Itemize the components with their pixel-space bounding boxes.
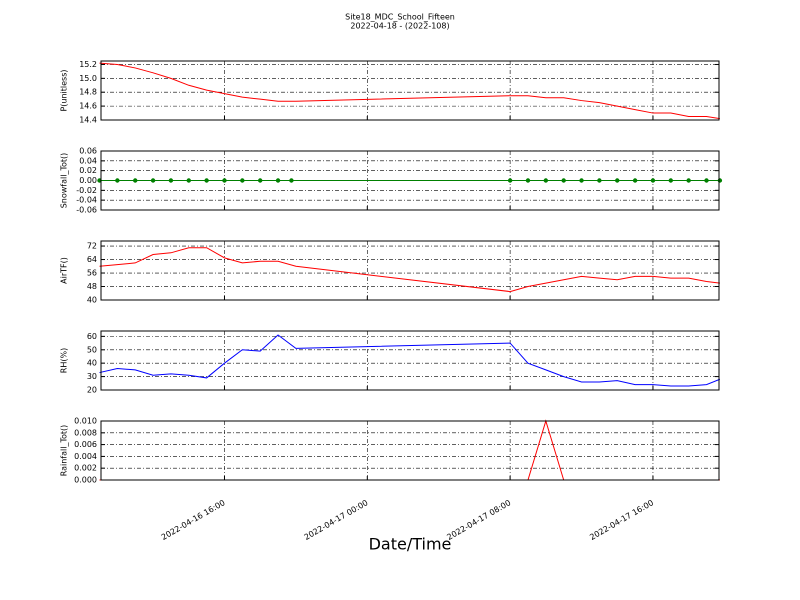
y-tick-label: -0.04 xyxy=(76,196,97,205)
data-point xyxy=(543,178,549,183)
data-point xyxy=(597,178,602,183)
data-point xyxy=(150,178,156,183)
y-tick-label: 20 xyxy=(87,386,97,395)
y-tick-label: 0.02 xyxy=(79,166,97,175)
data-point xyxy=(717,178,723,183)
plot-frame xyxy=(100,240,720,301)
data-point xyxy=(222,178,227,183)
y-tick-label: 72 xyxy=(87,242,97,251)
plot-frame xyxy=(100,150,720,211)
chart-title: Site18_MDC_School_Fifteen xyxy=(345,13,455,22)
data-point xyxy=(632,178,638,183)
data-point xyxy=(133,178,138,183)
y-tick-label: 50 xyxy=(87,345,97,354)
data-point xyxy=(168,178,174,183)
y-axis-title: RH(%) xyxy=(60,348,69,373)
data-point xyxy=(668,178,673,183)
data-point xyxy=(507,178,513,183)
chart-subtitle: 2022-04-18 - (2022-108) xyxy=(350,22,449,31)
y-tick-label: 0.002 xyxy=(74,464,97,473)
data-line xyxy=(99,334,721,387)
y-tick-label: 40 xyxy=(87,359,97,368)
data-line xyxy=(99,247,720,293)
y-axis-title: Snowfall_Tot() xyxy=(60,153,69,209)
data-line xyxy=(99,62,720,120)
y-tick-label: 0.04 xyxy=(79,156,97,165)
y-tick-label: 64 xyxy=(87,255,97,264)
plot-frame xyxy=(100,60,720,121)
y-tick-label: -0.06 xyxy=(76,206,97,215)
plot-frame xyxy=(100,330,720,391)
y-tick-label: 0.008 xyxy=(74,428,97,437)
data-point xyxy=(525,178,531,183)
data-point xyxy=(561,178,566,183)
data-point xyxy=(204,178,209,183)
y-axis-title: AirTF() xyxy=(60,257,69,284)
y-tick-label: 15.2 xyxy=(79,60,97,69)
y-tick-label: 40 xyxy=(87,296,97,305)
y-tick-label: 60 xyxy=(87,332,97,341)
y-tick-label: 0.006 xyxy=(74,440,97,449)
x-axis-title: Date/Time xyxy=(369,535,452,554)
data-point xyxy=(686,178,691,183)
data-point xyxy=(704,178,709,183)
data-point xyxy=(257,178,263,183)
data-point xyxy=(115,178,120,183)
y-tick-label: 30 xyxy=(87,372,97,381)
y-axis-title: Rainfall_Tot() xyxy=(60,425,69,477)
y-tick-label: 14.8 xyxy=(79,88,97,97)
y-axis-title: P(unitless) xyxy=(60,69,69,111)
y-tick-label: 0.00 xyxy=(79,176,97,185)
y-tick-label: 14.6 xyxy=(79,102,97,111)
data-point xyxy=(240,178,245,183)
data-point xyxy=(650,178,656,183)
y-tick-label: 48 xyxy=(87,282,97,291)
y-tick-label: 0.004 xyxy=(74,452,97,461)
y-tick-label: 0.000 xyxy=(74,476,97,485)
y-tick-label: 15.0 xyxy=(79,74,97,83)
data-point xyxy=(289,178,294,183)
y-tick-label: 14.4 xyxy=(79,116,97,125)
data-point xyxy=(275,178,281,183)
data-point xyxy=(615,178,620,183)
y-tick-label: -0.02 xyxy=(76,186,97,195)
y-tick-label: 0.010 xyxy=(74,417,97,426)
plot-frame xyxy=(100,420,720,481)
data-point xyxy=(579,178,584,183)
data-point xyxy=(186,178,191,183)
y-tick-label: 56 xyxy=(87,269,97,278)
y-tick-label: 0.06 xyxy=(79,147,97,156)
